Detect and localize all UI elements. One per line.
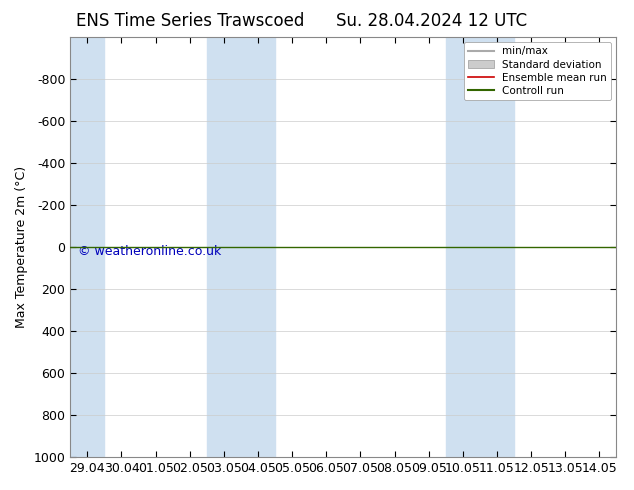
Text: ENS Time Series Trawscoed: ENS Time Series Trawscoed: [76, 12, 304, 30]
Text: © weatheronline.co.uk: © weatheronline.co.uk: [79, 245, 222, 258]
Bar: [446, 37, 514, 457]
Legend: min/max, Standard deviation, Ensemble mean run, Controll run: min/max, Standard deviation, Ensemble me…: [464, 42, 611, 100]
Text: Su. 28.04.2024 12 UTC: Su. 28.04.2024 12 UTC: [335, 12, 527, 30]
Bar: [207, 37, 275, 457]
Y-axis label: Max Temperature 2m (°C): Max Temperature 2m (°C): [15, 166, 28, 328]
Bar: [70, 37, 105, 457]
